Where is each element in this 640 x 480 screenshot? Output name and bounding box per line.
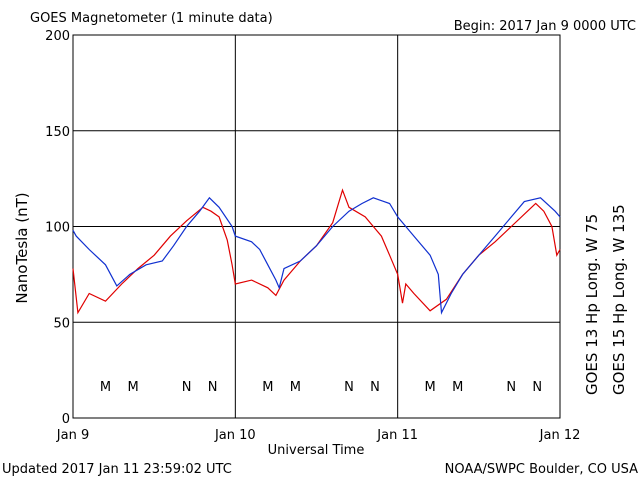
x-axis-label: Universal Time bbox=[268, 443, 365, 458]
annotation: N bbox=[506, 380, 516, 395]
annotation: N bbox=[370, 380, 380, 395]
legend-entry: GOES 13 Hp Long. W 75 bbox=[583, 214, 601, 395]
annotation: M bbox=[262, 380, 273, 395]
annotation: N bbox=[532, 380, 542, 395]
chart-subtitle: Begin: 2017 Jan 9 0000 UTC bbox=[454, 19, 636, 34]
annotation: M bbox=[425, 380, 436, 395]
x-tick-label: Jan 12 bbox=[539, 428, 581, 443]
annotation: M bbox=[290, 380, 301, 395]
annotation: N bbox=[208, 380, 218, 395]
footer-right: NOAA/SWPC Boulder, CO USA bbox=[445, 462, 638, 477]
legend-entry: GOES 15 Hp Long. W 135 bbox=[610, 204, 628, 395]
y-tick-label: 50 bbox=[53, 316, 70, 331]
y-axis-label: NanoTesla (nT) bbox=[13, 192, 31, 303]
annotation: N bbox=[344, 380, 354, 395]
annotation: N bbox=[182, 380, 192, 395]
y-tick-label: 100 bbox=[45, 221, 70, 236]
y-tick-label: 150 bbox=[45, 125, 70, 140]
series-line bbox=[72, 188, 561, 315]
x-tick-label: Jan 9 bbox=[56, 428, 89, 443]
y-tick-label: 200 bbox=[45, 29, 70, 44]
footer-left: Updated 2017 Jan 11 23:59:02 UTC bbox=[2, 462, 232, 477]
annotation: M bbox=[127, 380, 138, 395]
annotation: M bbox=[452, 380, 463, 395]
annotation: M bbox=[100, 380, 111, 395]
x-tick-label: Jan 10 bbox=[214, 428, 256, 443]
chart-title: GOES Magnetometer (1 minute data) bbox=[30, 11, 273, 26]
y-tick-label: 0 bbox=[62, 412, 70, 427]
x-tick-label: Jan 11 bbox=[376, 428, 418, 443]
series-line bbox=[72, 196, 561, 315]
